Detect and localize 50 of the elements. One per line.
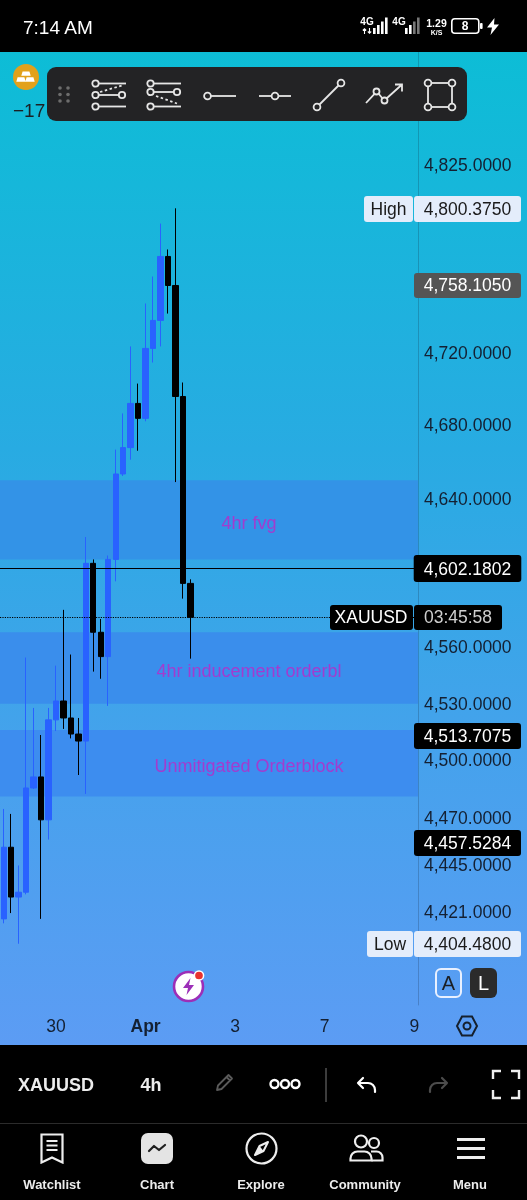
candlestick [105,555,111,707]
x-tick-label: 30 [46,1016,66,1036]
x-tick-label: 3 [230,1016,240,1036]
candlestick [38,734,44,920]
annotation: High [370,198,407,219]
x-tick-label: 9 [409,1016,420,1036]
text: A [441,972,456,994]
candlestick [135,383,141,452]
ref-line-label: 4,602.1802 [423,558,512,579]
y-tick-label: 4,560.0000 [424,637,512,658]
text: 4,513.7075 [423,725,512,746]
candlestick [98,618,104,680]
text: Community [329,1176,401,1192]
y-tick-label: 4,640.0000 [424,488,512,509]
text: Chart [140,1176,174,1192]
y-tick-label: 4,421.0000 [424,901,512,922]
y-tick-label: 4,720.0000 [424,342,512,363]
x-tick-label: 7 [319,1016,330,1036]
candlestick [83,536,89,795]
annotation: Low [373,933,407,954]
y-tick-label: 4,680.0000 [424,415,512,436]
annotation: −17 [13,99,46,121]
text: Menu [453,1176,487,1192]
text: 4h [140,1075,162,1095]
text: 4,404.4800 [423,933,512,954]
text: 03:45:58 [423,606,493,627]
text: 4G [360,15,374,27]
text: 7:14 AM [23,16,93,38]
text: 4,457.5284 [423,832,512,853]
y-tick-label: 4,825.0000 [424,154,512,175]
y-tick-label: 4,530.0000 [424,693,512,714]
text: 4,758.1050 [423,275,512,296]
text: Explore [237,1176,285,1192]
text: XAUUSD [18,1075,95,1095]
text: 4,800.3750 [423,198,512,219]
text: L [477,972,490,994]
text: Watchlist [23,1176,81,1192]
y-tick-label: 4,470.0000 [424,807,512,828]
band-label: 4hr inducement orderbl [156,660,342,681]
candlestick [8,813,14,914]
candlestick [1,808,7,924]
y-tick-label: 4,445.0000 [424,855,512,876]
text: 1.29 [426,16,447,29]
band-label: Unmitigated Orderblock [154,756,345,777]
x-tick-label: Apr [130,1016,161,1036]
text: 4G [392,15,406,27]
y-tick-label: 4,500.0000 [424,750,512,771]
text: 8 [461,19,469,33]
band-label: 4hr fvg [221,512,277,533]
annotation: XAUUSD [334,606,408,627]
